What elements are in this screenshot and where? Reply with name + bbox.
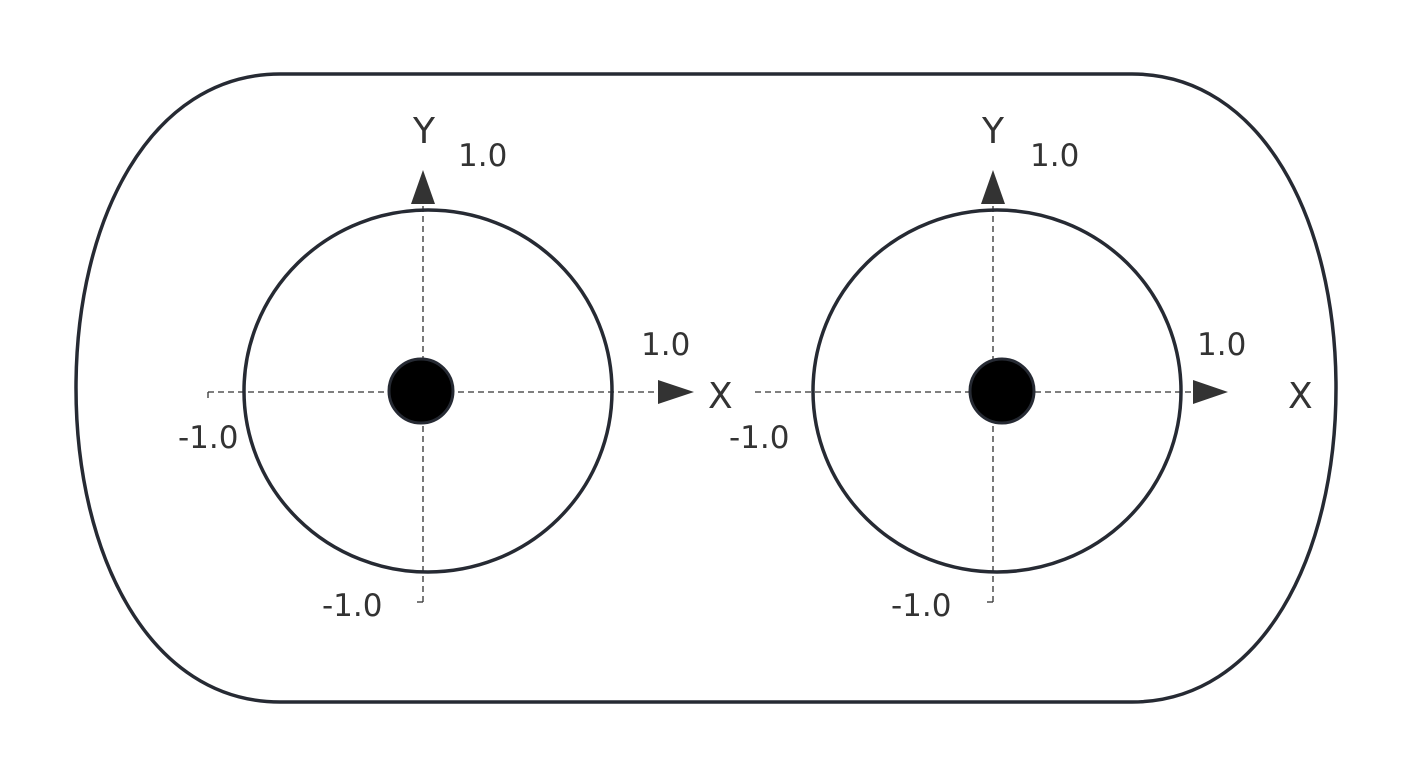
left-x-max-label: 1.0 [641,327,690,363]
left-y-axis-label: Y [412,111,436,152]
left-circle [242,208,614,574]
right-x-axis-arrow-icon [1193,380,1228,404]
left-x-min-label: -1.0 [178,420,239,456]
left-panel: Y 1.0 1.0 X -1.0 -1.0 [178,111,733,624]
right-panel: Y 1.0 1.0 X -1.0 -1.0 [729,111,1313,624]
right-y-min-label: -1.0 [891,588,952,624]
right-y-axis-label: Y [981,111,1005,152]
left-y-min-label: -1.0 [322,588,383,624]
left-y-max-label: 1.0 [458,138,507,174]
outer-boundary [74,72,1338,704]
left-x-axis-arrow-icon [658,380,694,404]
right-center-dot [968,357,1036,425]
right-y-max-label: 1.0 [1030,138,1079,174]
right-x-max-label: 1.0 [1197,327,1246,363]
right-circle [811,208,1183,574]
left-center-dot [387,357,455,425]
left-x-axis-label: X [708,376,733,417]
right-x-axis-label: X [1288,376,1313,417]
right-x-min-label: -1.0 [729,420,790,456]
left-y-axis-arrow-icon [411,170,435,204]
right-y-axis-arrow-icon [981,170,1005,204]
